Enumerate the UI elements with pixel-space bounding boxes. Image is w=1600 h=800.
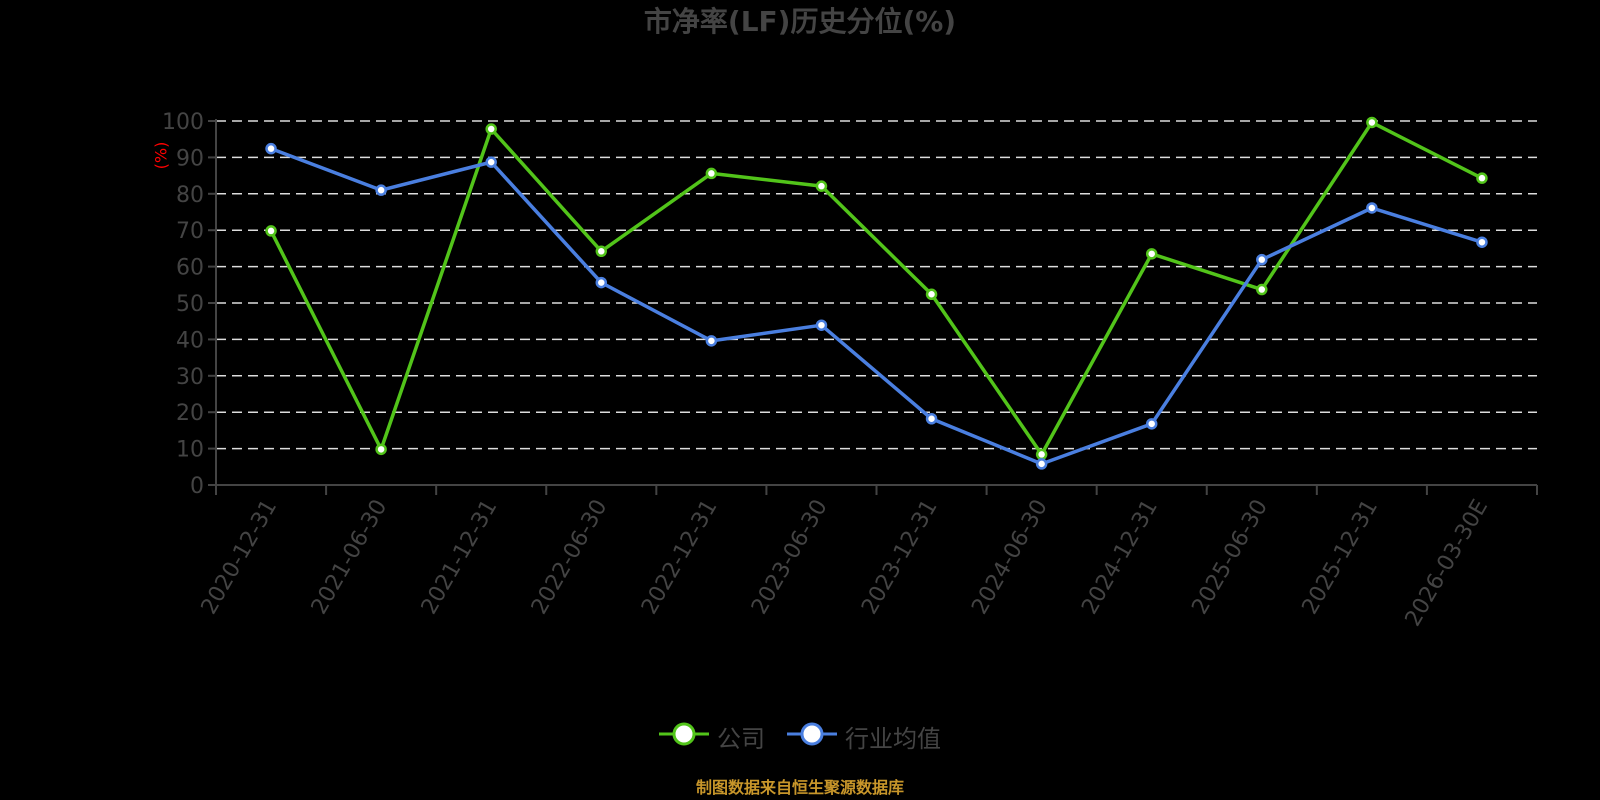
x-tick-label: 2022-12-31 [637, 496, 723, 619]
data-point-marker [1145, 248, 1158, 260]
y-tick-label: 100 [162, 110, 204, 135]
data-point-marker [1035, 458, 1048, 470]
data-point-marker [595, 276, 608, 289]
data-series [265, 116, 1488, 470]
data-point-marker [485, 156, 497, 168]
x-tick-label: 2026-03-30E [1401, 496, 1494, 631]
data-source-footer: 制图数据来自恒生聚源数据库 [695, 778, 904, 797]
data-point-marker [375, 184, 387, 196]
legend-item-company[interactable]: 公司 [659, 719, 765, 754]
data-point-marker [265, 225, 277, 237]
legend-item-industry-average[interactable]: 行业均值 [787, 719, 941, 754]
data-point-marker [1366, 202, 1378, 214]
data-point-marker [925, 413, 938, 425]
series-company [265, 116, 1488, 461]
y-tick-label: 10 [176, 438, 204, 463]
chart-title: 市净率(LF)历史分位(%) [643, 5, 957, 38]
legend: 公司 行业均值 [0, 718, 1600, 754]
x-tick-label: 2025-12-31 [1297, 496, 1383, 619]
data-point-marker [705, 167, 718, 180]
grid-lines [216, 120, 1537, 450]
data-point-marker [485, 123, 497, 135]
data-point-marker [1145, 418, 1158, 430]
y-tick-label: 30 [176, 365, 204, 390]
data-point-marker [1035, 448, 1048, 461]
x-tick-label: 2025-06-30 [1187, 496, 1273, 619]
series-line [270, 147, 1483, 466]
y-axis-unit-label: (%) [151, 141, 171, 170]
y-tick-label: 50 [176, 292, 204, 317]
data-point-marker [815, 180, 828, 192]
axes [208, 119, 1538, 495]
circle-line-marker-icon [787, 721, 837, 751]
x-tick-label: 2022-06-30 [527, 496, 613, 619]
circle-line-marker-icon [659, 721, 709, 751]
y-tick-label: 70 [176, 219, 204, 244]
x-tick-label: 2021-12-31 [417, 496, 503, 619]
data-point-marker [595, 245, 608, 258]
y-tick-label: 0 [190, 474, 204, 499]
x-tick-label: 2023-06-30 [747, 496, 833, 619]
x-tick-label: 2024-12-31 [1077, 496, 1163, 619]
series-industry-average [265, 142, 1488, 470]
legend-label-company: 公司 [717, 724, 765, 753]
legend-label-industry-average: 行业均值 [845, 724, 941, 753]
data-point-marker [375, 443, 387, 456]
data-point-marker [1476, 172, 1488, 184]
data-point-marker [265, 142, 277, 155]
data-point-marker [1256, 253, 1268, 266]
data-point-marker [1366, 116, 1378, 129]
x-tick-label: 2021-06-30 [307, 496, 393, 619]
data-point-marker [925, 288, 938, 301]
data-point-marker [1256, 283, 1268, 296]
x-tick-label: 2023-12-31 [857, 496, 943, 619]
data-point-marker [815, 319, 828, 331]
y-tick-label: 90 [176, 146, 204, 171]
y-tick-label: 20 [176, 401, 204, 426]
y-axis-tick-labels: 0 10 20 30 40 50 60 70 80 90 100 [162, 110, 204, 499]
y-tick-label: 40 [176, 328, 204, 353]
x-axis-tick-labels: 2020-12-31 2021-06-30 2021-12-31 2022-06-30… [197, 496, 1493, 631]
data-point-marker [1476, 236, 1488, 248]
x-tick-label: 2020-12-31 [197, 496, 283, 619]
data-point-marker [705, 335, 718, 347]
x-tick-label: 2024-06-30 [967, 496, 1053, 619]
series-line [269, 120, 1483, 457]
y-tick-label: 60 [176, 256, 204, 281]
y-tick-label: 80 [176, 183, 204, 208]
